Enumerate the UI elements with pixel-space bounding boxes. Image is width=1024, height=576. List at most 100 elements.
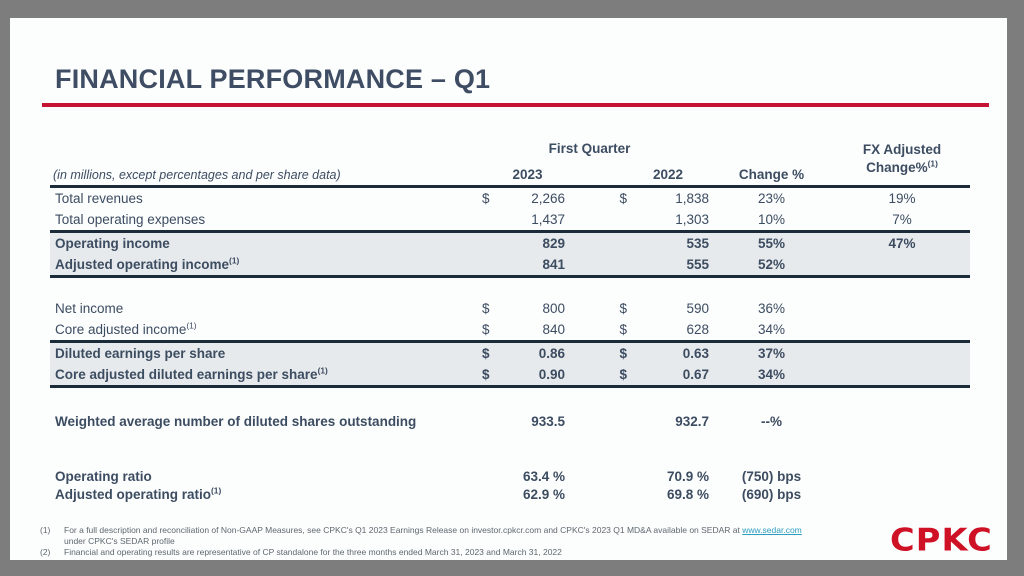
value-change-pct: 36% — [757, 301, 786, 316]
value-change-pct: 23% — [757, 191, 786, 206]
value-2022: 555 — [686, 257, 709, 272]
value-change-pct: 34% — [757, 322, 786, 337]
table-section-3: Weighted average number of diluted share… — [50, 411, 970, 451]
footnote-ref: (1) — [211, 485, 222, 496]
dollar-sign-2023: $ — [482, 367, 490, 382]
sedar-link[interactable]: www.sedar.com — [742, 525, 802, 535]
footnote-1: (1) For a full description and reconcili… — [38, 525, 874, 547]
row-label: Operating ratio — [50, 468, 470, 486]
dollar-sign-2023 — [470, 254, 490, 275]
row-label-text: Adjusted operating ratio — [55, 487, 212, 502]
value-2022: 1,838 — [675, 191, 709, 206]
row-label-text: Operating ratio — [55, 469, 152, 484]
value-fx-adjusted — [834, 343, 970, 364]
value-2022: 628 — [686, 322, 709, 337]
dollar-sign-2022: $ — [619, 367, 627, 382]
table-row: Operating ratio 63.4 % 70.9 % (750) bps — [50, 468, 970, 486]
dollar-sign-2023 — [470, 413, 490, 451]
dollar-sign-2023 — [470, 486, 490, 504]
value-2022: 932.7 — [675, 414, 709, 429]
value-2023: 829 — [542, 236, 565, 251]
value-2023: 933.5 — [531, 414, 565, 429]
value-change-pct: 10% — [757, 212, 786, 227]
dollar-sign-2022 — [565, 233, 627, 254]
value-2023: 2,266 — [531, 191, 565, 206]
row-label-text: Weighted average number of diluted share… — [55, 414, 417, 429]
table-row: Core adjusted diluted earnings per share… — [50, 364, 970, 385]
financial-table: (in millions, except percentages and per… — [50, 139, 970, 504]
table-row: Net income $800 $590 36% — [50, 298, 970, 319]
dollar-sign-2022 — [565, 209, 627, 230]
value-fx-adjusted — [834, 254, 970, 275]
row-label-text: Operating income — [55, 236, 170, 251]
row-label: Adjusted operating income(1) — [50, 254, 470, 275]
table-section-2: Net income $800 $590 36% Core adjusted incom… — [50, 298, 970, 388]
value-fx-adjusted — [834, 413, 970, 451]
value-2022: 535 — [686, 236, 709, 251]
footnote-2-text: Financial and operating results are repr… — [64, 547, 562, 557]
value-change-pct: 52% — [757, 257, 786, 272]
table-caption: (in millions, except percentages and per… — [53, 168, 341, 182]
table-section-4: Operating ratio 63.4 % 70.9 % (750) bps Adju… — [50, 468, 970, 504]
row-label: Total operating expenses — [50, 209, 470, 230]
value-2022: 69.8 % — [666, 487, 709, 502]
dollar-sign-2023 — [470, 468, 490, 486]
dollar-sign-2022 — [565, 413, 627, 451]
footnote-ref: (1) — [186, 320, 197, 331]
column-header-fx-adjusted: FX Adjusted Change%(1) — [834, 141, 970, 177]
column-group-first-quarter: First Quarter — [548, 141, 631, 156]
value-2023: 0.86 — [538, 346, 565, 361]
table-row: Adjusted operating ratio(1) 62.9 % 69.8 % (… — [50, 486, 970, 504]
table-rule — [50, 385, 970, 388]
row-label-text: Total revenues — [55, 191, 143, 206]
dollar-sign-2022: $ — [619, 301, 627, 316]
value-fx-adjusted — [834, 319, 970, 340]
footnote-1-text: For a full description and reconciliatio… — [64, 525, 874, 547]
column-header-change: Change % — [738, 167, 805, 182]
value-fx-adjusted: 47% — [888, 236, 916, 251]
row-label-text: Core adjusted income — [55, 322, 187, 337]
fx-header-line1: FX Adjusted — [862, 142, 942, 157]
cpkc-logo: CPKC — [890, 522, 993, 559]
table-rule — [50, 275, 970, 278]
dollar-sign-2022: $ — [619, 346, 627, 361]
dollar-sign-2023: $ — [482, 301, 490, 316]
value-fx-adjusted: 7% — [892, 212, 912, 227]
table-row: Total revenues $2,266 $1,838 23% 19% — [50, 188, 970, 209]
row-label-text: Adjusted operating income — [55, 257, 230, 272]
value-fx-adjusted — [834, 468, 970, 486]
value-2022: 70.9 % — [666, 469, 709, 484]
value-change-pct: (750) bps — [741, 469, 802, 484]
value-change-pct: 34% — [757, 367, 786, 382]
value-2023: 63.4 % — [522, 469, 565, 484]
dollar-sign-2023 — [470, 209, 490, 230]
value-change-pct: (690) bps — [741, 487, 802, 502]
value-fx-adjusted: 19% — [888, 191, 916, 206]
value-2023: 62.9 % — [522, 487, 565, 502]
row-label: Weighted average number of diluted share… — [50, 413, 470, 451]
dollar-sign-2022: $ — [619, 191, 627, 206]
value-change-pct: 37% — [757, 346, 786, 361]
dollar-sign-2022 — [565, 254, 627, 275]
row-label-text: Core adjusted diluted earnings per share — [55, 367, 318, 382]
dollar-sign-2022 — [565, 486, 627, 504]
value-fx-adjusted — [834, 364, 970, 385]
value-2022: 0.63 — [682, 346, 709, 361]
value-2023: 800 — [542, 301, 565, 316]
value-2023: 841 — [542, 257, 565, 272]
row-label-text: Total operating expenses — [55, 212, 206, 227]
dollar-sign-2022: $ — [619, 322, 627, 337]
value-2023: 0.90 — [538, 367, 565, 382]
table-row: Operating income 829 535 55% 47% — [50, 233, 970, 254]
fx-header-footnote-ref: (1) — [927, 158, 938, 169]
row-label: Diluted earnings per share — [50, 343, 470, 364]
table-section-1: Total revenues $2,266 $1,838 23% 19% Total op… — [50, 188, 970, 278]
column-header-2022: 2022 — [652, 167, 684, 182]
value-2023: 1,437 — [531, 212, 565, 227]
table-row: Weighted average number of diluted share… — [50, 411, 970, 451]
row-label-text: Net income — [55, 301, 124, 316]
footnote-2-number: (2) — [40, 547, 51, 557]
dollar-sign-2023: $ — [482, 346, 490, 361]
footnote-ref: (1) — [317, 365, 328, 376]
value-change-pct: --% — [761, 414, 782, 429]
